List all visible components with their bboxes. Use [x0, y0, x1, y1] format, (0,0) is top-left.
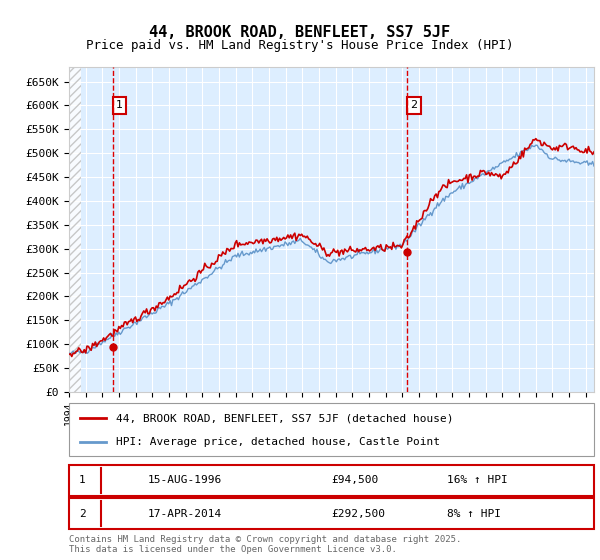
Text: 1: 1: [116, 100, 123, 110]
Text: HPI: Average price, detached house, Castle Point: HPI: Average price, detached house, Cast…: [116, 436, 440, 446]
Text: Contains HM Land Registry data © Crown copyright and database right 2025.
This d: Contains HM Land Registry data © Crown c…: [69, 535, 461, 554]
Text: 44, BROOK ROAD, BENFLEET, SS7 5JF: 44, BROOK ROAD, BENFLEET, SS7 5JF: [149, 25, 451, 40]
Text: 2: 2: [410, 100, 418, 110]
FancyBboxPatch shape: [69, 498, 594, 529]
Text: 44, BROOK ROAD, BENFLEET, SS7 5JF (detached house): 44, BROOK ROAD, BENFLEET, SS7 5JF (detac…: [116, 413, 454, 423]
Text: £94,500: £94,500: [331, 475, 379, 485]
FancyBboxPatch shape: [69, 465, 594, 496]
Text: Price paid vs. HM Land Registry's House Price Index (HPI): Price paid vs. HM Land Registry's House …: [86, 39, 514, 52]
Text: £292,500: £292,500: [331, 509, 386, 519]
Text: 15-AUG-1996: 15-AUG-1996: [148, 475, 222, 485]
Text: 1: 1: [79, 475, 86, 485]
Text: 8% ↑ HPI: 8% ↑ HPI: [447, 509, 501, 519]
Text: 17-APR-2014: 17-APR-2014: [148, 509, 222, 519]
Text: 2: 2: [79, 509, 86, 519]
FancyBboxPatch shape: [69, 403, 594, 456]
Text: 16% ↑ HPI: 16% ↑ HPI: [447, 475, 508, 485]
